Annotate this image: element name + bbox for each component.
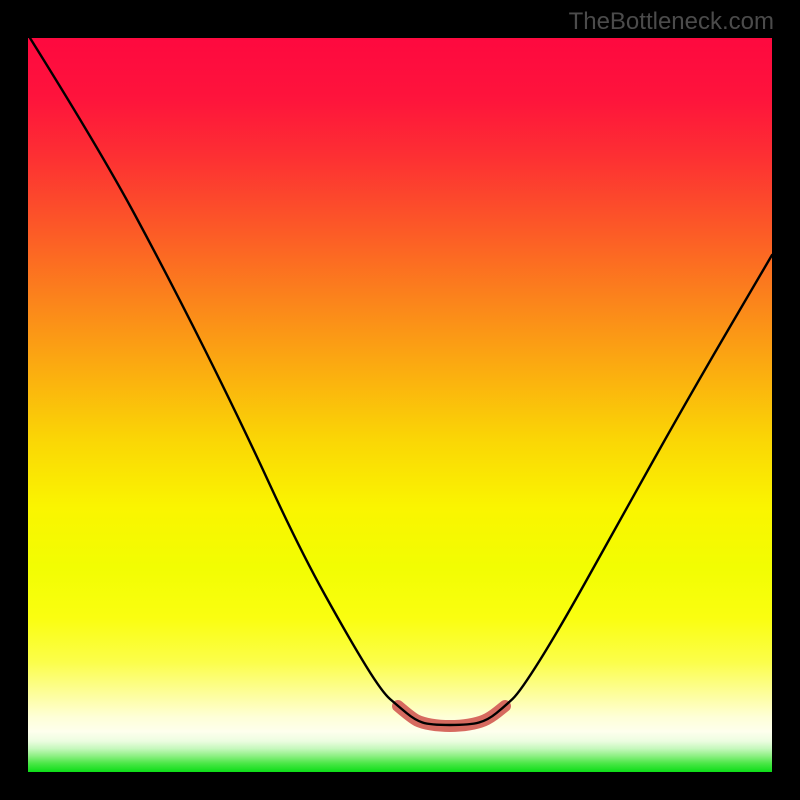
attribution-label: TheBottleneck.com (569, 8, 774, 36)
chart-frame: TheBottleneck.com (0, 0, 800, 800)
plot-svg (28, 38, 772, 772)
plot-area (28, 38, 772, 772)
gradient-background (28, 38, 772, 772)
